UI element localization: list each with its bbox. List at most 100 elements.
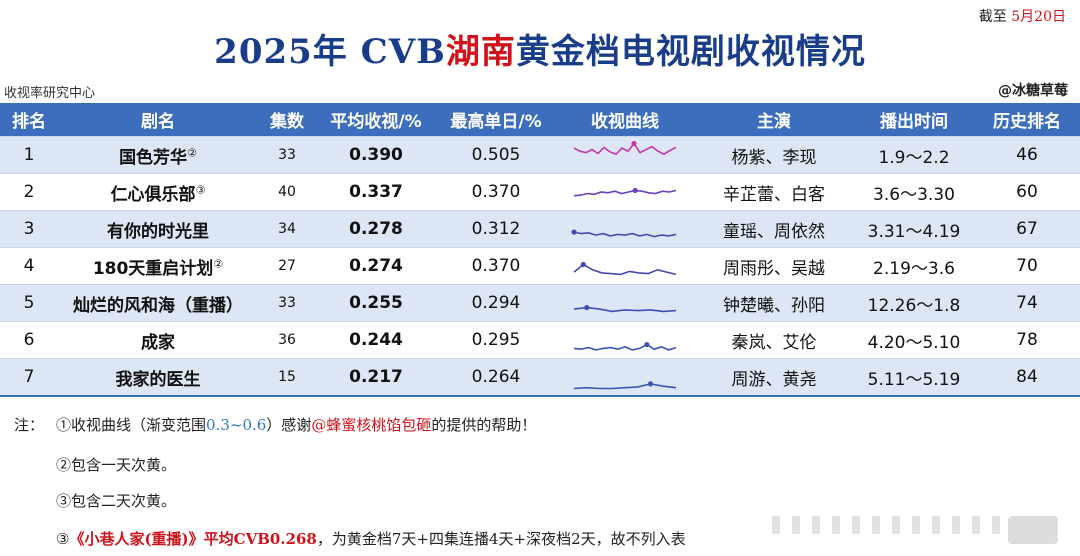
history-rank-cell: 60: [974, 173, 1080, 211]
source-left: 收视率研究中心: [4, 86, 96, 101]
rating-curve-cell: [556, 210, 694, 248]
watermark-bar: [972, 516, 980, 534]
header-episodes: 集数: [258, 103, 316, 137]
episodes-cell: 27: [258, 247, 316, 285]
footnote-mark: ②: [187, 145, 197, 159]
watermark-bar: [852, 516, 860, 534]
average-rating-cell: 0.390: [316, 136, 436, 174]
footnote-mark: ③: [195, 182, 206, 196]
table-row: 6 成家 36 0.244 0.295 秦岚、艾伦 4.20～5.10 78: [0, 321, 1080, 359]
curve-line: [573, 383, 677, 390]
watermark-bar: [832, 516, 840, 534]
drama-name-cell: 我家的医生: [58, 358, 258, 397]
curve-line: [573, 343, 677, 351]
header-average: 平均收视/%: [316, 103, 436, 137]
header-rank: 排名: [0, 103, 58, 137]
drama-name: 有你的时光里: [107, 221, 209, 242]
footnote-mark: ②: [213, 256, 224, 270]
ratings-table: 排名 剧名 集数 平均收视/% 最高单日/% 收视曲线 主演 播出时间 历史排名…: [0, 103, 1080, 397]
note-3: ③包含二天次黄。: [56, 492, 177, 510]
cast-cell: 秦岚、艾伦: [694, 321, 854, 359]
history-rank-cell: 46: [974, 136, 1080, 174]
history-rank-cell: 84: [974, 358, 1080, 397]
history-rank-cell: 67: [974, 210, 1080, 248]
rank-cell: 7: [0, 358, 58, 397]
title-highlight: 湖南: [445, 32, 516, 72]
cast-cell: 周游、黄尧: [694, 358, 854, 397]
episodes-cell: 33: [258, 284, 316, 322]
note-4: ③《小巷人家(重播)》平均CVB0.268，为黄金档7天+四集连播4天+深夜档2…: [56, 528, 686, 549]
date-value: 5月20日: [1011, 9, 1066, 25]
date-stamp: 截至 5月20日: [979, 6, 1066, 26]
note-4-title: 《小巷人家(重播)》平均CVB0.268: [69, 530, 317, 548]
drama-name-cell: 有你的时光里: [58, 210, 258, 248]
average-rating-cell: 0.244: [316, 321, 436, 359]
drama-name-cell: 国色芳华②: [58, 136, 258, 174]
drama-name: 180天重启计划: [92, 258, 214, 279]
drama-name: 国色芳华: [119, 147, 188, 168]
history-rank-cell: 74: [974, 284, 1080, 322]
episodes-cell: 36: [258, 321, 316, 359]
peak-rating-cell: 0.294: [436, 284, 556, 322]
rating-curve: [573, 341, 677, 351]
rating-curve: [573, 187, 677, 197]
header-period: 播出时间: [854, 103, 974, 137]
episodes-cell: 33: [258, 136, 316, 174]
peak-rating-cell: 0.370: [436, 247, 556, 285]
date-prefix: 截至: [978, 9, 1007, 25]
curve-line: [573, 231, 677, 238]
header-peak: 最高单日/%: [436, 103, 556, 137]
peak-point: [632, 187, 638, 194]
rating-curve-cell: [556, 284, 694, 322]
period-cell: 5.11～5.19: [854, 358, 974, 397]
rating-curve: [573, 381, 677, 390]
rating-curve: [571, 229, 677, 238]
note-1-thanks: @蜂蜜核桃馅包砸: [311, 416, 432, 434]
curve-line: [573, 306, 677, 313]
table-row: 7 我家的医生 15 0.217 0.264 周游、黄尧 5.11～5.19 84: [0, 358, 1080, 397]
period-cell: 3.6～3.30: [854, 173, 974, 211]
watermark-bar: [872, 516, 880, 534]
title-before: 2025年 CVB: [214, 32, 446, 72]
peak-point: [647, 381, 654, 387]
header-curve: 收视曲线: [556, 103, 694, 137]
watermark-bar: [892, 516, 900, 534]
peak-point: [631, 140, 637, 147]
episodes-cell: 34: [258, 210, 316, 248]
note-1-a: ①收视曲线（渐变范围: [56, 416, 207, 434]
page-title: 2025年 CVB湖南黄金档电视剧收视情况: [0, 24, 1080, 73]
period-cell: 2.19～3.6: [854, 247, 974, 285]
note-1-b: ）感谢: [266, 416, 312, 434]
peak-rating-cell: 0.505: [436, 136, 556, 174]
header-cast: 主演: [694, 103, 854, 137]
peak-rating-cell: 0.295: [436, 321, 556, 359]
curve-line: [573, 263, 677, 276]
period-cell: 4.20～5.10: [854, 321, 974, 359]
period-cell: 1.9～2.2: [854, 136, 974, 174]
watermark-bar: [812, 516, 820, 534]
average-rating-cell: 0.255: [316, 284, 436, 322]
rating-curve-cell: [556, 321, 694, 359]
table-row: 1 国色芳华② 33 0.390 0.505 杨紫、李现 1.9～2.2 46: [0, 136, 1080, 174]
title-after: 黄金档电视剧收视情况: [515, 32, 866, 72]
note-4-circle: ③: [56, 530, 70, 548]
rank-cell: 1: [0, 136, 58, 174]
note-2: ②包含一天次黄。: [56, 456, 177, 474]
table-row: 3 有你的时光里 34 0.278 0.312 童瑶、周依然 3.31～4.19 67: [0, 210, 1080, 248]
rating-curve-cell: [556, 173, 694, 211]
cast-cell: 童瑶、周依然: [694, 210, 854, 248]
table-row: 5 灿烂的风和海（重播） 33 0.255 0.294 钟楚曦、孙阳 12.26～1.8 74: [0, 284, 1080, 322]
drama-name-cell: 成家: [58, 321, 258, 359]
period-cell: 3.31～4.19: [854, 210, 974, 248]
rating-curve: [573, 304, 677, 313]
rank-cell: 2: [0, 173, 58, 211]
cast-cell: 杨紫、李现: [694, 136, 854, 174]
rank-cell: 5: [0, 284, 58, 322]
watermark-bar: [952, 516, 960, 534]
rating-curve-cell: [556, 358, 694, 397]
drama-name: 仁心俱乐部: [110, 184, 196, 205]
period-cell: 12.26～1.8: [854, 284, 974, 322]
curve-line: [573, 142, 677, 156]
peak-rating-cell: 0.312: [436, 210, 556, 248]
